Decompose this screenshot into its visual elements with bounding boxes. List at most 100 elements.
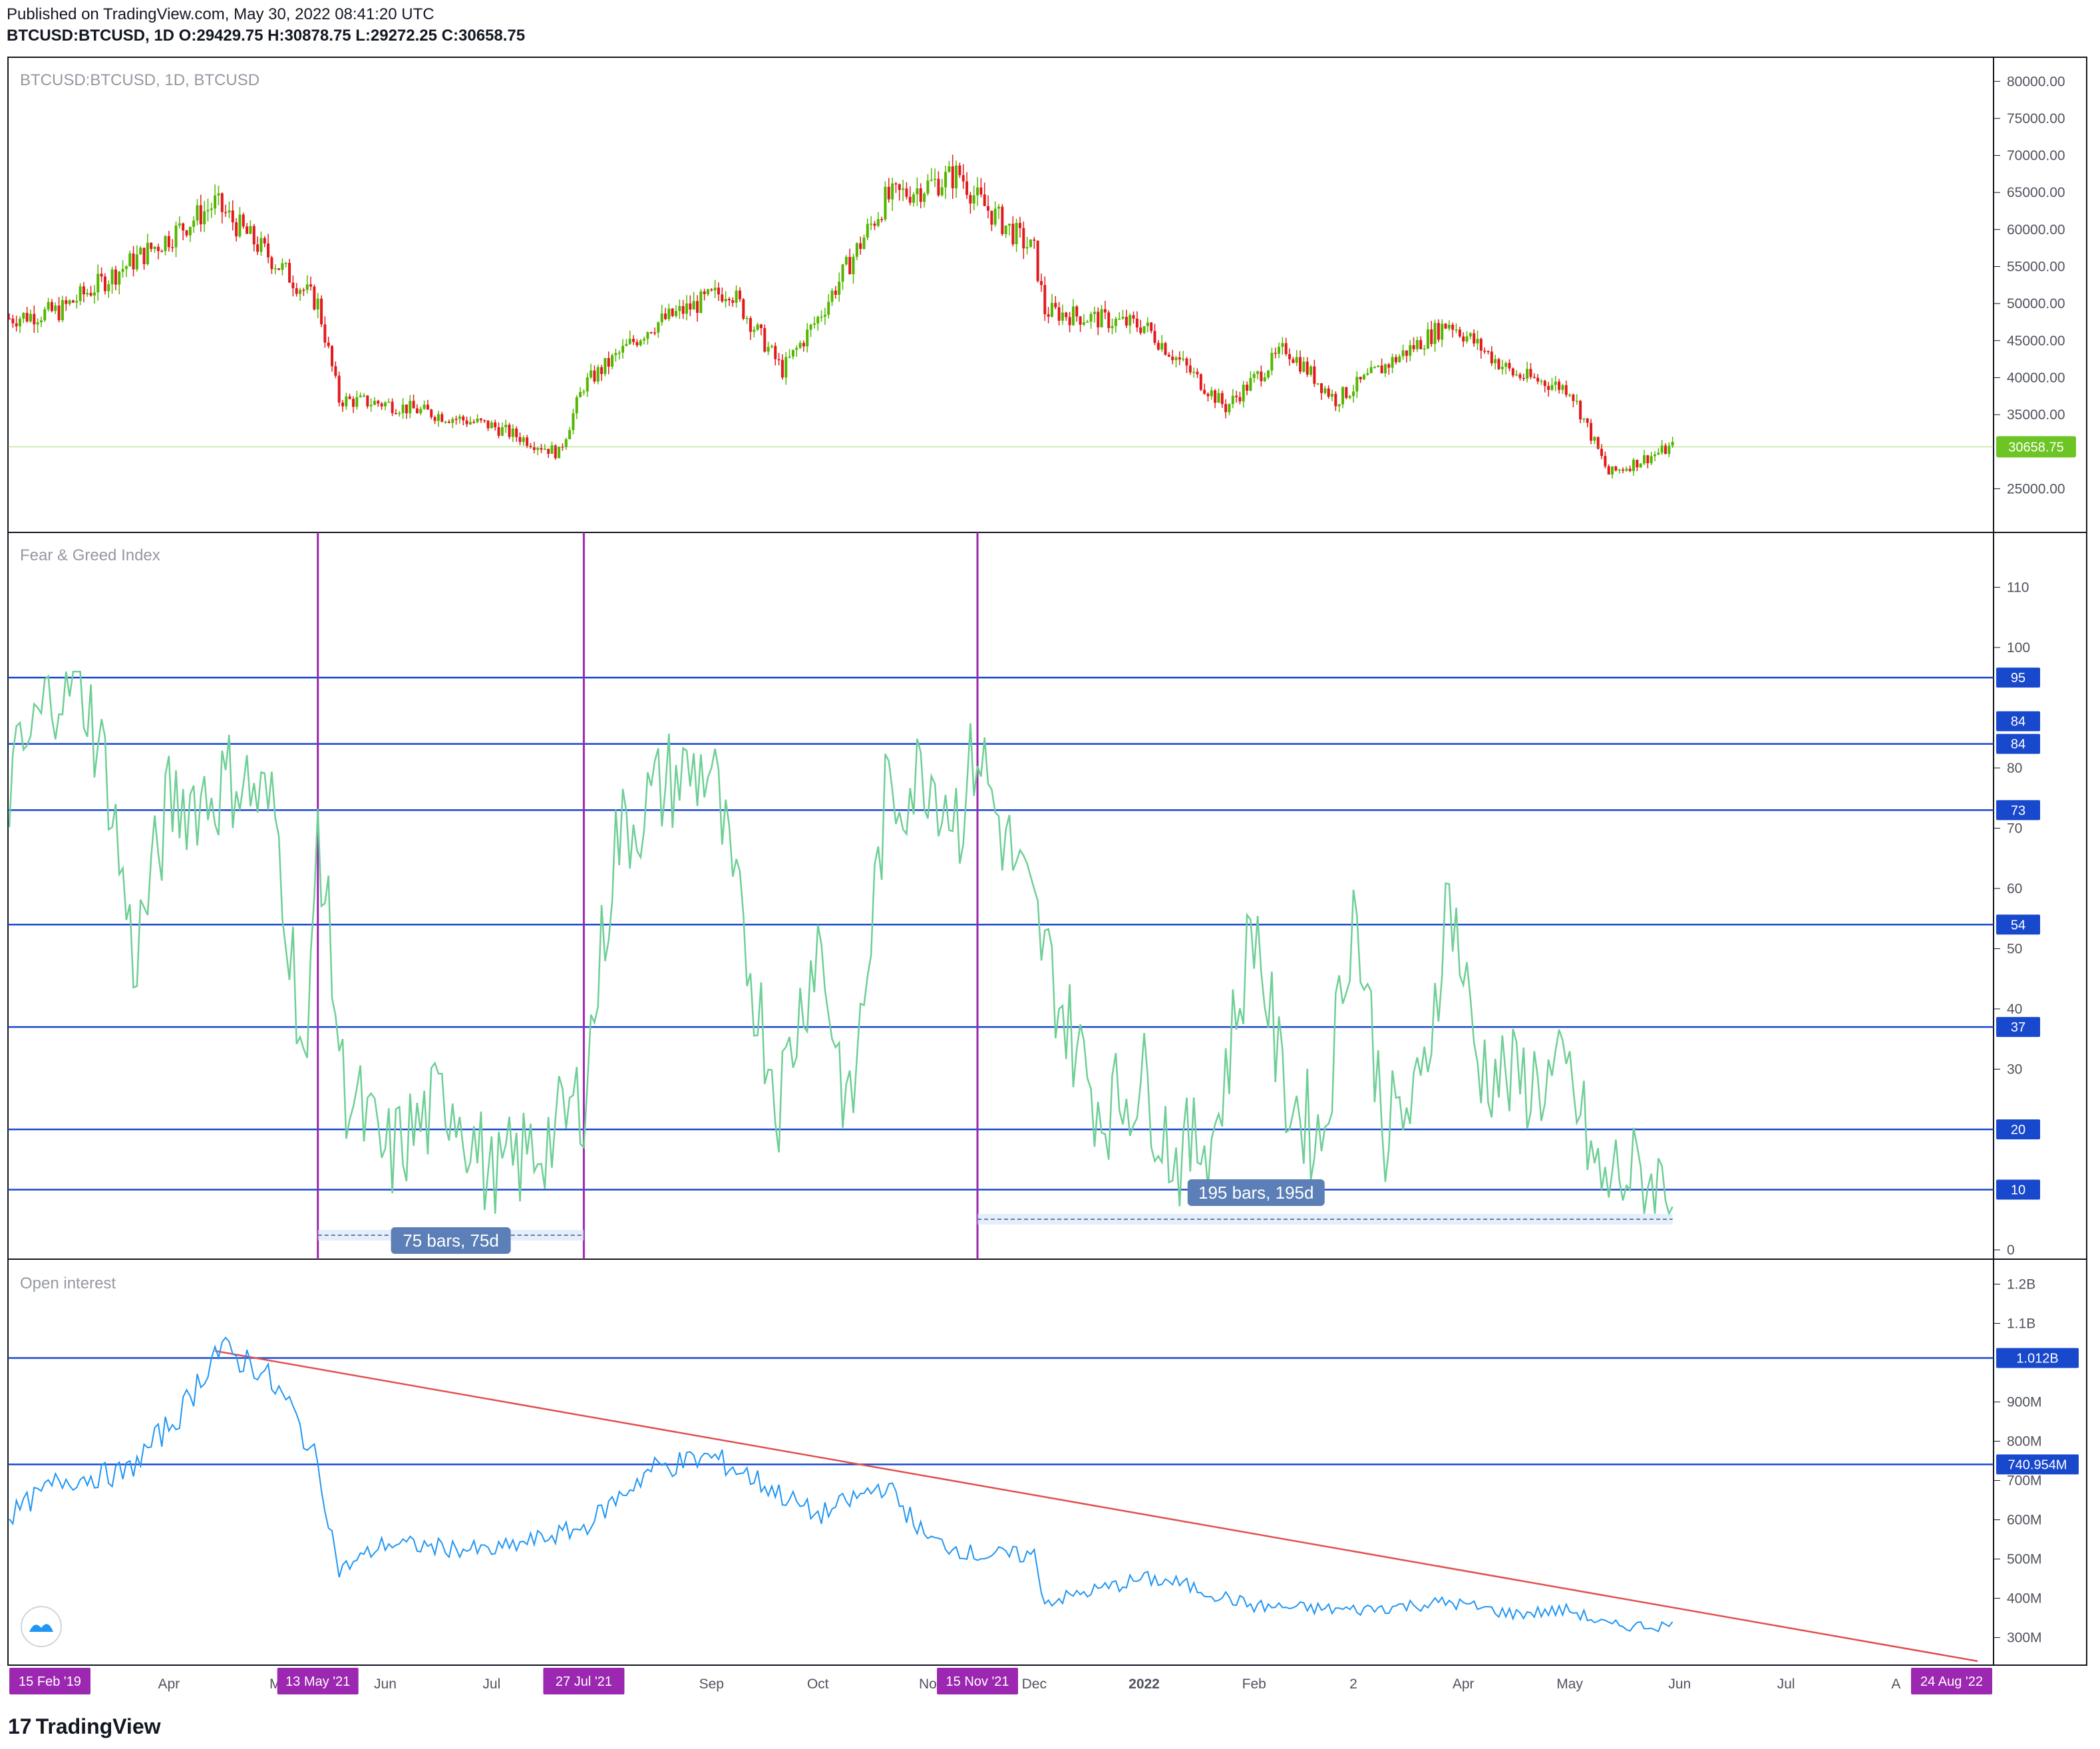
candle-body	[1607, 466, 1610, 475]
candle-body	[1114, 319, 1117, 326]
open-interest-tick-label: 700M	[2007, 1473, 2042, 1489]
candle-body	[288, 263, 291, 283]
fear-greed-tick-label: 60	[2007, 881, 2022, 896]
level-badge	[1996, 1348, 2079, 1368]
candle-body	[1007, 224, 1011, 226]
candle-body	[812, 323, 816, 325]
measure-right[interactable]: 195 bars, 195d	[977, 1179, 1673, 1225]
candle-body	[887, 186, 890, 200]
candle-body	[1047, 314, 1050, 317]
candle-body	[430, 409, 433, 417]
candle-body	[61, 300, 64, 321]
candle-body	[756, 324, 759, 330]
candle-body	[951, 166, 954, 188]
candle-body	[316, 298, 319, 309]
candle-body	[767, 347, 770, 352]
candle-body	[398, 413, 401, 415]
candle-body	[1458, 329, 1461, 337]
candle-body	[437, 414, 440, 421]
candle-body	[1671, 441, 1674, 446]
level-badge-label: 95	[2011, 671, 2025, 685]
candle-body	[1178, 357, 1181, 360]
candle-body	[156, 246, 160, 252]
candle-body	[1526, 369, 1529, 379]
ohlc-legend: BTCUSD:BTCUSD, 1D O:29429.75 H:30878.75 …	[7, 25, 525, 47]
candle-body	[1455, 329, 1458, 331]
candle-body	[511, 428, 514, 437]
candle-body	[990, 210, 993, 225]
candle-body	[753, 329, 756, 332]
level-badge	[1996, 1454, 2079, 1475]
candle-body	[532, 447, 536, 451]
candle-body	[681, 305, 685, 314]
candle-body	[1657, 453, 1660, 455]
time-badge-label: 15 Nov '21	[946, 1674, 1009, 1689]
candle-body	[1132, 315, 1135, 319]
tradingview-logo-icon[interactable]: 17	[8, 1714, 32, 1738]
candle-body	[1568, 394, 1572, 396]
open-interest-tick-label: 600M	[2007, 1513, 2042, 1528]
fear-greed-tick-label: 110	[2007, 580, 2029, 595]
candle-body	[1054, 303, 1057, 307]
candle-body	[1160, 343, 1164, 350]
candle-body	[1146, 322, 1149, 327]
price-tick-label: 75000.00	[2007, 111, 2065, 126]
candle-body	[178, 223, 181, 226]
candle-body	[1398, 356, 1401, 363]
candle-body	[256, 244, 260, 252]
candle-body	[323, 324, 327, 343]
candle-body	[479, 418, 482, 421]
candle-body	[777, 359, 781, 361]
level-badge-label: 20	[2011, 1123, 2025, 1137]
open-interest-tick-label: 900M	[2007, 1395, 2042, 1410]
candle-body	[1572, 394, 1575, 401]
candle-body	[121, 269, 124, 272]
candle-body	[1004, 225, 1007, 234]
tradingview-brand[interactable]: TradingView	[35, 1714, 161, 1738]
candle-body	[844, 257, 848, 265]
trend-line[interactable]	[214, 1350, 1978, 1662]
candle-body	[1586, 418, 1589, 423]
candle-body	[440, 414, 444, 422]
level-badge-label: 37	[2011, 1020, 2025, 1035]
candle-body	[1167, 355, 1170, 357]
measure-left[interactable]: 75 bars, 75d	[317, 1227, 584, 1254]
symbol-name[interactable]: BTCUSD:BTCUSD, 1D	[7, 27, 174, 45]
fear-greed-axis[interactable]: 110 100 80 70 60 50 40 30 0	[1994, 580, 2030, 1258]
price-tick-label: 50000.00	[2007, 296, 2065, 311]
candle-body	[1345, 387, 1348, 398]
fear-greed-pane[interactable]: Fear & Greed Index 110 100 80 70 60 50 40 30 0 9…	[8, 532, 2040, 1259]
price-axis[interactable]: 80000.00 75000.00 70000.00 65000.00 60000.00…	[1994, 74, 2065, 496]
time-axis[interactable]: 2AprMJunJulSepOctNoDec2022Feb2AprMayJunJ…	[9, 1668, 1992, 1694]
time-axis-label: Apr	[1453, 1676, 1475, 1692]
candle-body	[1504, 363, 1508, 367]
candle-body	[1022, 228, 1025, 249]
candle-body	[614, 353, 617, 355]
candle-body	[1139, 327, 1142, 333]
candle-body	[1373, 367, 1376, 369]
candle-body	[260, 238, 263, 252]
candle-body	[554, 445, 557, 459]
candle-body	[699, 291, 703, 313]
candle-body	[1362, 375, 1365, 380]
candle-body	[89, 293, 92, 296]
candle-body	[944, 172, 948, 188]
candle-body	[383, 402, 387, 407]
candle-body	[1281, 343, 1284, 347]
open-interest-axis[interactable]: 1.2B 1.1B 900M 800M 700M 600M 500M 400M 300M	[1994, 1277, 2042, 1646]
candle-body	[1278, 347, 1281, 354]
price-pane[interactable]: BTCUSD:BTCUSD, 1D, BTCUSD 80000.00 75000.…	[8, 71, 2076, 496]
candle-body	[29, 313, 32, 321]
candle-body	[649, 332, 653, 333]
candle-body	[579, 392, 582, 397]
candle-body	[781, 359, 784, 378]
candle-body	[685, 303, 688, 314]
open-interest-pane[interactable]: Open interest 1.2B 1.1B 900M 800M 700M 600M 50…	[8, 1274, 2079, 1662]
candle-body	[1011, 224, 1015, 245]
candle-body	[880, 219, 884, 220]
close-label: C:	[441, 27, 458, 45]
candle-body	[518, 437, 522, 443]
candle-body	[419, 409, 423, 413]
candle-body	[351, 399, 355, 407]
